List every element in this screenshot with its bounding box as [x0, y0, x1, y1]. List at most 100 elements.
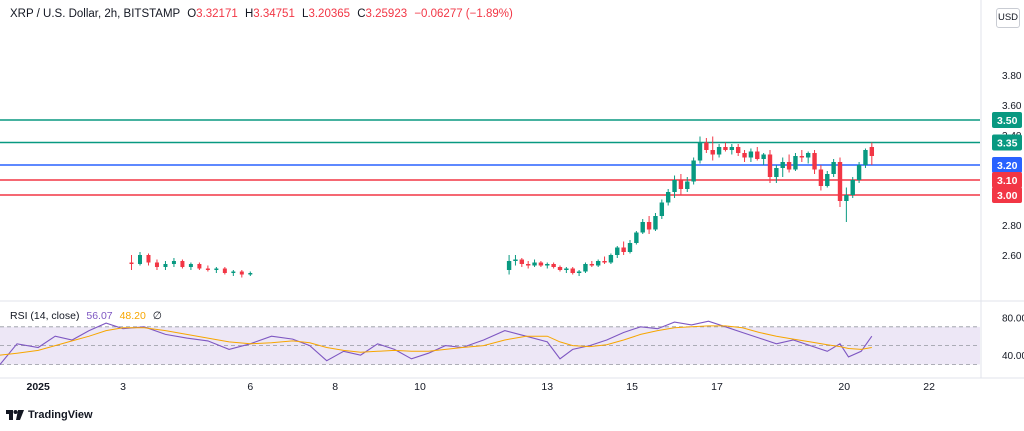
open-label: O: [187, 8, 197, 20]
close-label: C: [357, 8, 366, 20]
level-badge: [992, 112, 1022, 128]
candle-body: [831, 162, 836, 174]
low-label: L: [302, 8, 309, 20]
candle-body: [222, 268, 227, 273]
logo-text: TradingView: [28, 409, 93, 421]
change-value: −0.06277 (−1.89%): [414, 8, 513, 20]
price-tick-label: 2.60: [1002, 251, 1022, 262]
candle-body: [634, 232, 639, 243]
candle-body: [615, 247, 620, 255]
time-tick-label: 6: [247, 381, 253, 393]
candle-body: [761, 154, 766, 159]
candle-body: [825, 174, 830, 186]
time-tick-label: 20: [838, 381, 850, 393]
rsi-ma-line: [0, 325, 872, 356]
open-value: 3.32171: [196, 8, 238, 20]
rsi-tick-label: 80.00: [1002, 313, 1024, 324]
candle-body: [672, 180, 677, 192]
level-badge: [992, 157, 1022, 173]
candle-body: [869, 147, 875, 156]
candle-body: [799, 156, 805, 158]
candle-body: [748, 151, 754, 158]
candle-body: [812, 153, 817, 170]
rsi-ma-value: 48.20: [119, 310, 146, 322]
tradingview-logo[interactable]: TradingView: [6, 409, 93, 421]
candle-body: [602, 261, 607, 263]
time-tick-label: 17: [711, 381, 723, 393]
candle-body: [564, 268, 569, 270]
candle-body: [850, 180, 855, 195]
level-badge-label: 3.50: [997, 115, 1018, 127]
candle-body: [646, 222, 652, 230]
candle-body: [653, 216, 658, 230]
high-value: 3.34751: [253, 8, 295, 20]
candle-body: [755, 151, 760, 159]
candle-body: [595, 261, 601, 266]
time-tick-label: 3: [120, 381, 126, 393]
time-tick-label: 10: [414, 381, 426, 393]
candle-body: [146, 255, 151, 263]
candle-body: [538, 262, 544, 266]
candle-body: [231, 271, 236, 273]
price-tick-label: 3.80: [1002, 71, 1022, 82]
level-badge-label: 3.35: [997, 138, 1018, 150]
symbol-header: XRP / U.S. Dollar, 2h, BITSTAMP O3.32171…: [10, 8, 513, 20]
candle-body: [805, 153, 811, 158]
candle-body: [665, 192, 671, 203]
time-tick-label: 8: [332, 381, 338, 393]
level-badge: [992, 172, 1022, 188]
candle-body: [729, 147, 735, 150]
candle-body: [659, 202, 665, 216]
time-tick-label: 15: [626, 381, 638, 393]
candle-body: [742, 153, 747, 158]
rsi-header: RSI (14, close) 56.07 48.20 ∅: [10, 310, 162, 322]
rsi-title[interactable]: RSI (14, close): [10, 310, 80, 322]
candle-body: [678, 180, 684, 189]
time-tick-label: 22: [923, 381, 935, 393]
candle-body: [640, 222, 645, 233]
close-value: 3.25923: [365, 8, 408, 20]
candle-body: [844, 195, 849, 201]
candle-body: [793, 156, 798, 170]
candle-body: [608, 255, 614, 263]
candle-body: [627, 243, 633, 252]
level-badge-label: 3.20: [997, 160, 1018, 172]
candle-body: [786, 162, 792, 170]
candle-body: [525, 264, 531, 266]
candle-body: [239, 271, 244, 275]
candle-body: [576, 271, 582, 273]
candle-body: [837, 162, 843, 201]
candle-body: [188, 264, 193, 267]
candle-body: [506, 261, 512, 270]
candle-body: [774, 168, 779, 177]
level-badge: [992, 187, 1022, 203]
candle-body: [691, 160, 696, 182]
symbol-title[interactable]: XRP / U.S. Dollar, 2h, BITSTAMP: [10, 8, 181, 20]
candle-body: [621, 247, 626, 252]
candle-body: [205, 268, 210, 270]
time-tick-label: 2025: [27, 381, 51, 393]
rsi-value: 56.07: [86, 310, 113, 322]
candle-body: [557, 267, 563, 270]
candle-body: [570, 268, 575, 273]
candle-body: [154, 262, 159, 267]
candle-body: [716, 147, 722, 155]
candle-body: [519, 259, 525, 264]
candle-body: [710, 150, 715, 155]
candle-body: [197, 264, 202, 269]
candle-body: [171, 261, 176, 264]
candle-body: [248, 273, 253, 275]
candle-body: [214, 268, 219, 270]
candle-body: [513, 259, 518, 261]
candle-body: [723, 147, 728, 150]
candle-body: [589, 264, 595, 266]
candle-body: [863, 150, 868, 165]
price-tick-label: 2.80: [1002, 221, 1022, 232]
currency-button[interactable]: USD: [996, 8, 1020, 28]
candle-body: [704, 142, 709, 150]
candle-body: [767, 154, 773, 177]
price-tick-label: 3.60: [1002, 101, 1022, 112]
candle-body: [138, 255, 142, 264]
level-badge-label: 3.10: [997, 175, 1018, 187]
